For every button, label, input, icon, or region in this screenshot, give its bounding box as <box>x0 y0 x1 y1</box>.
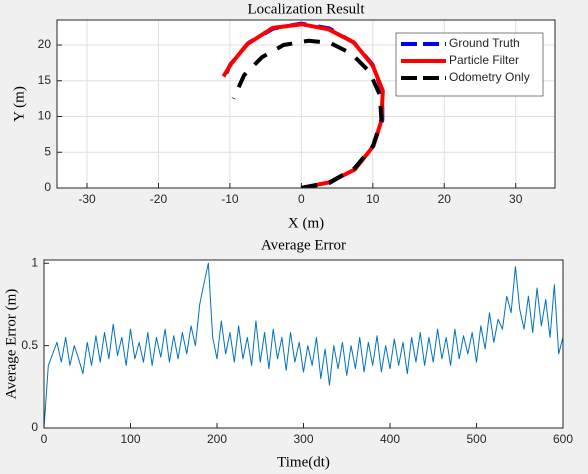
x-tick-label: 600 <box>553 432 573 446</box>
legend-label: Particle Filter <box>449 53 519 67</box>
legend-box <box>395 32 544 97</box>
y-axis-label: Y (m) <box>11 86 27 122</box>
x-tick-label: 0 <box>298 192 305 206</box>
chart-title: Average Error <box>261 237 346 253</box>
y-tick-label: 5 <box>44 144 51 158</box>
y-tick-label: 15 <box>38 73 52 87</box>
chart-title: Localization Result <box>247 1 365 17</box>
x-tick-label: -20 <box>150 192 168 206</box>
x-tick-label: 10 <box>366 192 380 206</box>
series-line <box>231 38 384 188</box>
series-line <box>44 262 563 428</box>
plot-area <box>44 260 563 428</box>
x-axis-label: Time(dt) <box>277 454 330 470</box>
y-tick-label: 0 <box>31 420 38 434</box>
y-tick-label: 1 <box>31 255 38 269</box>
x-tick-label: 30 <box>509 192 523 206</box>
x-tick-label: 500 <box>466 432 486 446</box>
y-axis-label: Average Error (m) <box>3 289 19 400</box>
legend-label: Odometry Only <box>449 70 530 84</box>
x-axis-label: X (m) <box>288 215 324 231</box>
y-tick-label: 10 <box>38 109 52 123</box>
x-tick-label: 300 <box>293 432 313 446</box>
axes-box <box>56 19 556 189</box>
x-tick-label: 200 <box>207 432 227 446</box>
x-tick-label: 20 <box>438 192 452 206</box>
x-tick-label: 400 <box>380 432 400 446</box>
x-tick-label: 100 <box>120 432 140 446</box>
y-tick-label: 0.5 <box>21 338 38 352</box>
y-tick-label: 20 <box>38 37 52 51</box>
x-tick-label: 0 <box>41 432 48 446</box>
axes-box <box>43 259 564 429</box>
x-tick-label: -30 <box>78 192 96 206</box>
legend-label: Ground Truth <box>449 36 520 50</box>
y-tick-label: 0 <box>44 180 51 194</box>
x-tick-label: -10 <box>221 192 239 206</box>
